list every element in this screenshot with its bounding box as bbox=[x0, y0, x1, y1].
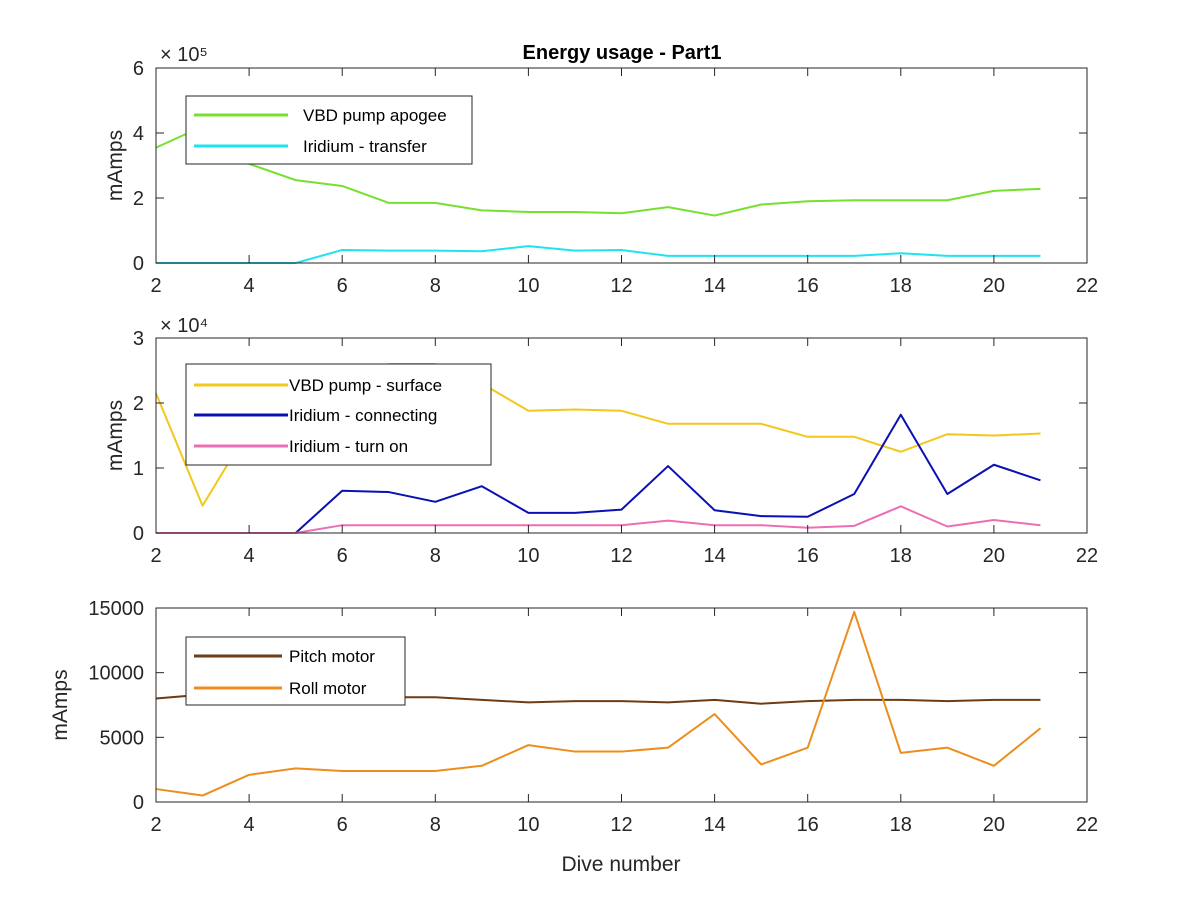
legend-entry-iridium-connecting: Iridium - connecting bbox=[289, 406, 437, 425]
x-tick-label: 20 bbox=[983, 545, 1005, 567]
y-exponent-label: × 10⁴ bbox=[160, 315, 208, 337]
x-tick-label: 22 bbox=[1076, 814, 1098, 836]
x-tick-label: 10 bbox=[517, 545, 539, 567]
y-tick-label: 10000 bbox=[88, 663, 144, 685]
y-tick-label: 0 bbox=[133, 253, 144, 275]
y-tick-label: 0 bbox=[133, 523, 144, 545]
legend-entry-roll-motor: Roll motor bbox=[289, 679, 367, 698]
x-tick-label: 16 bbox=[797, 275, 819, 297]
x-tick-label: 4 bbox=[244, 814, 255, 836]
legend: VBD pump - surface Iridium - connecting … bbox=[185, 363, 492, 466]
x-tick-label: 2 bbox=[150, 814, 161, 836]
figure-title: Energy usage - Part1 bbox=[523, 42, 722, 64]
x-tick-label: 20 bbox=[983, 275, 1005, 297]
x-tick-label: 14 bbox=[703, 275, 725, 297]
series-line-vbd-pump-apogee bbox=[155, 125, 1041, 217]
x-tick-label: 12 bbox=[610, 545, 632, 567]
x-axis-label: Dive number bbox=[561, 853, 680, 876]
series-line-roll-motor bbox=[155, 610, 1042, 797]
legend-box bbox=[185, 95, 473, 165]
x-tick-label: 10 bbox=[517, 275, 539, 297]
series-line-iridium-turn-on bbox=[156, 505, 1041, 534]
legend: VBD pump apogee Iridium - transfer bbox=[185, 95, 473, 165]
y-tick-label: 6 bbox=[133, 58, 144, 80]
legend-entry-iridium-turn-on: Iridium - turn on bbox=[289, 437, 408, 456]
y-axis-label: mAmps bbox=[49, 669, 72, 740]
x-tick-label: 20 bbox=[983, 814, 1005, 836]
y-tick-label: 15000 bbox=[88, 598, 144, 620]
y-tick-label: 2 bbox=[133, 393, 144, 415]
x-tick-label: 2 bbox=[150, 545, 161, 567]
x-tick-label: 18 bbox=[890, 545, 912, 567]
x-tick-label: 22 bbox=[1076, 275, 1098, 297]
y-axis-label: mAmps bbox=[104, 400, 127, 471]
series-line-iridium-connecting bbox=[156, 413, 1041, 534]
y-axis-label: mAmps bbox=[104, 130, 127, 201]
legend-entry-iridium-transfer: Iridium - transfer bbox=[303, 137, 427, 156]
y-tick-label: 3 bbox=[133, 328, 144, 350]
x-tick-label: 6 bbox=[337, 275, 348, 297]
y-tick-label: 2 bbox=[133, 188, 144, 210]
x-tick-label: 16 bbox=[797, 814, 819, 836]
x-tick-label: 22 bbox=[1076, 545, 1098, 567]
series-line-iridium-transfer bbox=[156, 245, 1041, 264]
y-tick-label: 1 bbox=[133, 458, 144, 480]
legend-box bbox=[185, 636, 406, 706]
x-tick-label: 6 bbox=[337, 545, 348, 567]
y-tick-label: 5000 bbox=[100, 727, 145, 749]
x-tick-label: 8 bbox=[430, 814, 441, 836]
x-tick-label: 14 bbox=[703, 545, 725, 567]
x-tick-label: 12 bbox=[610, 814, 632, 836]
x-tick-label: 4 bbox=[244, 545, 255, 567]
x-tick-label: 6 bbox=[337, 814, 348, 836]
x-tick-label: 18 bbox=[890, 275, 912, 297]
x-tick-label: 12 bbox=[610, 275, 632, 297]
x-tick-label: 8 bbox=[430, 545, 441, 567]
legend: Pitch motor Roll motor bbox=[185, 636, 406, 706]
y-tick-label: 0 bbox=[133, 792, 144, 814]
legend-entry-vbd-pump-surface: VBD pump - surface bbox=[289, 376, 442, 395]
legend-entry-pitch-motor: Pitch motor bbox=[289, 647, 375, 666]
x-tick-label: 4 bbox=[244, 275, 255, 297]
x-tick-label: 18 bbox=[890, 814, 912, 836]
y-exponent-label: × 10⁵ bbox=[160, 44, 208, 66]
x-tick-label: 16 bbox=[797, 545, 819, 567]
x-tick-label: 14 bbox=[703, 814, 725, 836]
x-tick-label: 8 bbox=[430, 275, 441, 297]
legend-entry-vbd-pump-apogee: VBD pump apogee bbox=[303, 106, 447, 125]
x-tick-label: 10 bbox=[517, 814, 539, 836]
y-tick-label: 4 bbox=[133, 123, 144, 145]
x-tick-label: 2 bbox=[150, 275, 161, 297]
